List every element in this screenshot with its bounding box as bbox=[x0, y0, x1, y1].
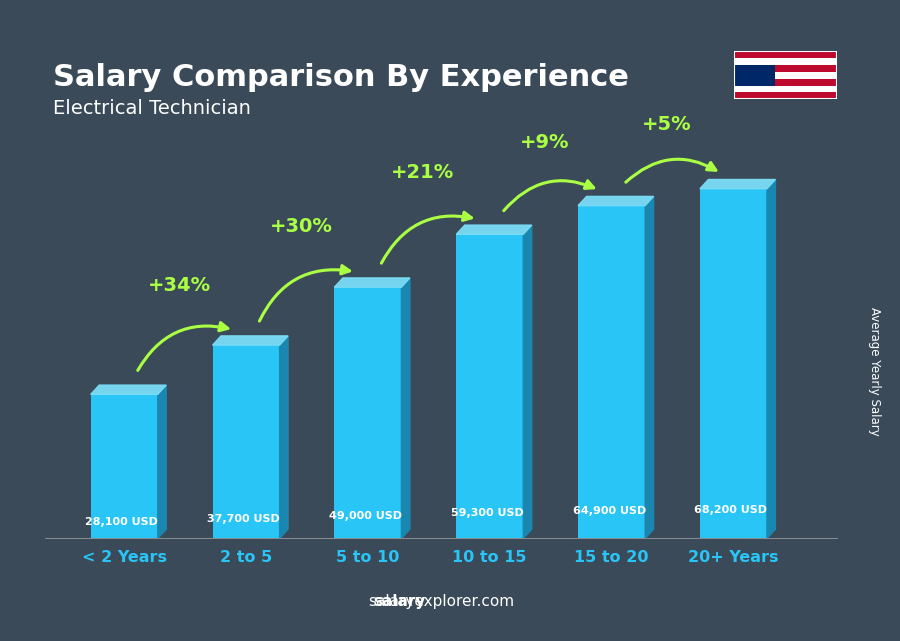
Bar bbox=[700, 188, 767, 538]
Bar bbox=[734, 86, 837, 92]
Bar bbox=[734, 51, 837, 58]
Text: +21%: +21% bbox=[392, 163, 454, 182]
Text: 28,100 USD: 28,100 USD bbox=[86, 517, 158, 528]
Text: +9%: +9% bbox=[520, 133, 570, 153]
Text: +5%: +5% bbox=[642, 115, 691, 135]
Bar bbox=[734, 58, 837, 65]
Polygon shape bbox=[335, 278, 410, 287]
Bar bbox=[734, 72, 837, 79]
Text: salary: salary bbox=[374, 594, 426, 609]
Text: 37,700 USD: 37,700 USD bbox=[207, 514, 280, 524]
Text: +34%: +34% bbox=[148, 276, 211, 295]
Bar bbox=[734, 92, 837, 99]
Polygon shape bbox=[578, 196, 653, 206]
Polygon shape bbox=[523, 225, 532, 538]
Text: 59,300 USD: 59,300 USD bbox=[451, 508, 524, 518]
Text: Electrical Technician: Electrical Technician bbox=[53, 99, 251, 119]
Polygon shape bbox=[767, 179, 776, 538]
Text: 64,900 USD: 64,900 USD bbox=[572, 506, 646, 516]
Polygon shape bbox=[700, 179, 776, 188]
Bar bbox=[91, 394, 158, 538]
Bar bbox=[335, 287, 401, 538]
Polygon shape bbox=[158, 385, 166, 538]
Text: +30%: +30% bbox=[269, 217, 332, 236]
Bar bbox=[456, 235, 523, 538]
Polygon shape bbox=[401, 278, 410, 538]
Polygon shape bbox=[280, 336, 288, 538]
Text: Salary Comparison By Experience: Salary Comparison By Experience bbox=[53, 63, 629, 92]
Text: Average Yearly Salary: Average Yearly Salary bbox=[868, 308, 881, 436]
Polygon shape bbox=[91, 385, 166, 394]
Bar bbox=[578, 206, 645, 538]
Polygon shape bbox=[212, 336, 288, 345]
Bar bbox=[734, 65, 837, 72]
Text: salaryexplorer.com: salaryexplorer.com bbox=[368, 594, 514, 609]
Bar bbox=[734, 65, 775, 86]
Bar bbox=[212, 345, 280, 538]
Polygon shape bbox=[456, 225, 532, 235]
Bar bbox=[734, 79, 837, 86]
Text: 49,000 USD: 49,000 USD bbox=[329, 511, 402, 520]
Text: 68,200 USD: 68,200 USD bbox=[695, 505, 768, 515]
Polygon shape bbox=[645, 196, 653, 538]
